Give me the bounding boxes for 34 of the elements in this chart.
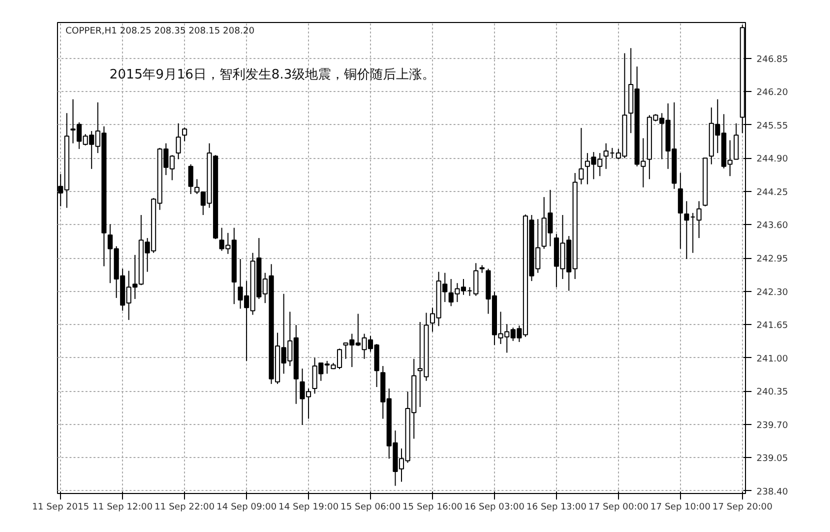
x-tick-label: 17 Sep 10:00 [650, 502, 711, 512]
candlestick [182, 126, 188, 142]
candlestick [684, 200, 690, 260]
x-tick-label: 15 Sep 16:00 [402, 502, 463, 512]
x-tick-label: 14 Sep 19:00 [278, 502, 339, 512]
y-tick-label: 246.20 [756, 88, 788, 98]
y-tick-label: 242.95 [756, 254, 788, 264]
y-tick-label: 242.30 [756, 288, 788, 298]
candlestick [473, 262, 478, 296]
x-tick-label: 16 Sep 13:00 [526, 502, 587, 512]
candlestick [578, 127, 584, 185]
x-tick-label: 17 Sep 20:00 [712, 502, 773, 512]
x-tick-label: 11 Sep 22:00 [154, 502, 215, 512]
y-tick-label: 239.05 [756, 454, 788, 464]
x-tick-label: 17 Sep 00:00 [588, 502, 649, 512]
y-tick-label: 244.25 [756, 188, 788, 198]
x-tick-label: 15 Sep 06:00 [340, 502, 401, 512]
y-tick-label: 240.35 [756, 388, 788, 398]
candlestick [176, 122, 181, 160]
y-tick-label: 246.85 [756, 54, 788, 65]
y-tick-label: 244.90 [756, 154, 788, 165]
x-tick-label: 11 Sep 12:00 [92, 502, 153, 512]
x-tick-label: 11 Sep 2015 [32, 502, 90, 512]
x-tick-label: 16 Sep 03:00 [464, 502, 525, 512]
y-tick-label: 238.40 [756, 487, 788, 498]
y-tick-label: 245.55 [756, 121, 788, 132]
y-tick-label: 243.60 [756, 221, 788, 232]
y-tick-label: 241.65 [756, 321, 788, 332]
chart-title: COPPER,H1 208.25 208.35 208.15 208.20 [66, 26, 255, 36]
x-tick-label: 14 Sep 09:00 [216, 502, 277, 512]
y-tick-label: 241.00 [756, 354, 788, 364]
candlestick [188, 164, 194, 195]
annotation: 2015年9月16日，智利发生8.3级地震，铜价随后上涨。 [110, 68, 436, 82]
y-tick-label: 239.70 [756, 420, 788, 431]
